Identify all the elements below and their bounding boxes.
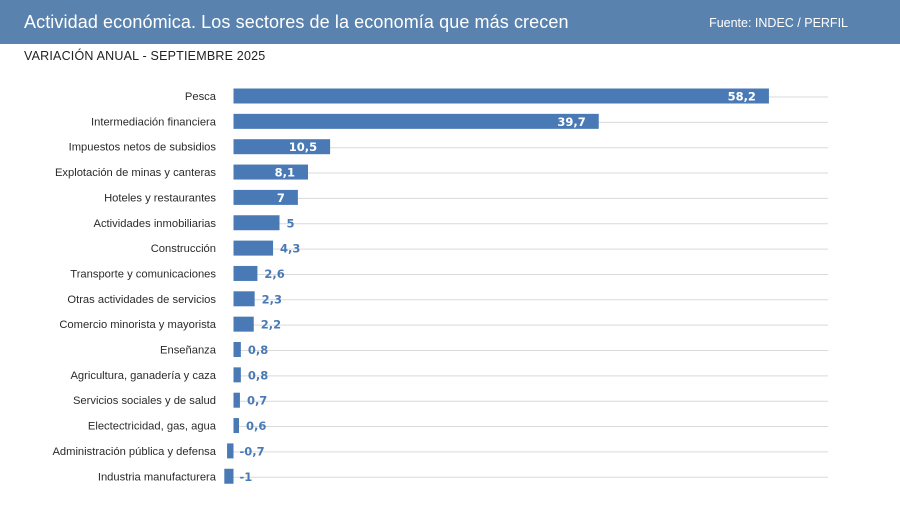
bar <box>233 113 599 129</box>
category-label: Intermediación financiera <box>91 116 217 128</box>
bar <box>233 88 769 104</box>
data-label: 0,8 <box>248 368 268 382</box>
bar <box>233 342 241 357</box>
bar <box>233 240 274 256</box>
bar <box>224 468 234 484</box>
category-label: Impuestos netos de subsidios <box>69 142 217 154</box>
chart-header: Actividad económica. Los sectores de la … <box>0 0 900 44</box>
category-label: Administración pública y defensa <box>52 446 216 458</box>
data-label: 7 <box>277 191 285 205</box>
category-label: Comercio minorista y mayorista <box>59 319 216 331</box>
chart-source: Fuente: INDEC / PERFIL <box>709 16 848 30</box>
bar <box>233 189 298 205</box>
category-label: Agricultura, ganadería y caza <box>70 370 216 382</box>
category-label: Servicios sociales y de salud <box>73 395 216 407</box>
bar <box>233 418 240 434</box>
category-label: Construcción <box>151 243 216 255</box>
data-label: 39,7 <box>557 115 585 129</box>
bar <box>233 392 240 408</box>
data-label: 10,5 <box>289 140 317 154</box>
category-label: Transporte y comunicaciones <box>70 268 216 280</box>
data-label: 58,2 <box>728 90 756 104</box>
data-label: 2,2 <box>261 318 281 332</box>
data-label: 4,3 <box>280 242 300 256</box>
data-label: 5 <box>287 216 295 230</box>
chart-subtitle: VARIACIÓN ANUAL - SEPTIEMBRE 2025 <box>24 49 266 63</box>
bar <box>233 164 309 180</box>
bar <box>233 367 241 383</box>
category-label: Otras actividades de servicios <box>67 294 216 306</box>
category-label: Enseñanza <box>160 345 217 357</box>
category-label: Explotación de minas y canteras <box>55 167 216 179</box>
data-label: 8,1 <box>275 166 295 180</box>
bar <box>233 139 331 155</box>
category-label: Pesca <box>185 91 217 103</box>
data-label: 0,8 <box>248 343 268 357</box>
category-label: Hoteles y restaurantes <box>104 192 216 204</box>
bar <box>233 265 258 281</box>
category-label: Electectricidad, gas, agua <box>88 421 217 433</box>
data-label: -0,7 <box>240 444 265 458</box>
data-label: 0,6 <box>246 419 266 433</box>
bar <box>227 443 234 459</box>
data-label: -1 <box>240 470 253 484</box>
bar <box>233 215 280 231</box>
chart-title: Actividad económica. Los sectores de la … <box>24 12 569 32</box>
bar <box>233 291 255 307</box>
data-label: 2,6 <box>264 267 284 281</box>
category-label: Industria manufacturera <box>98 471 217 483</box>
bar <box>233 316 254 332</box>
data-label: 2,3 <box>262 292 282 306</box>
data-label: 0,7 <box>247 394 267 408</box>
category-label: Actividades inmobiliarias <box>94 218 217 230</box>
